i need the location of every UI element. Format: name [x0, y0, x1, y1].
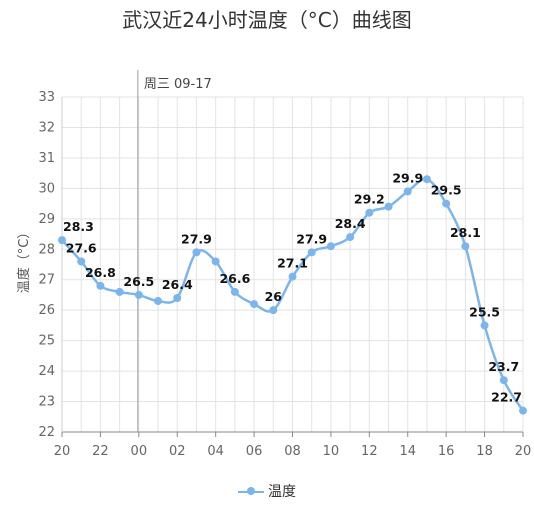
- data-point: [384, 202, 393, 211]
- x-tick-label: 06: [246, 444, 263, 459]
- data-point: [173, 294, 182, 302]
- x-tick-label: 12: [361, 444, 378, 459]
- axes: [61, 70, 524, 437]
- data-point: [269, 306, 278, 315]
- data-point: [307, 248, 316, 257]
- y-tick-label: 24: [38, 364, 55, 379]
- data-label: 26: [265, 289, 283, 304]
- data-label: 26.8: [85, 265, 116, 280]
- data-point: [192, 248, 201, 257]
- legend-label: 温度: [268, 484, 296, 500]
- y-tick-label: 32: [38, 120, 55, 135]
- data-point: [422, 175, 431, 184]
- x-tick-label: 20: [515, 444, 532, 459]
- data-point: [211, 257, 220, 266]
- data-label: 29.9: [392, 170, 423, 185]
- data-point: [230, 287, 239, 296]
- legend[interactable]: 温度: [0, 481, 534, 501]
- x-tick-label: 04: [207, 444, 224, 459]
- data-label: 28.3: [63, 219, 94, 234]
- x-tick-label: 00: [131, 444, 148, 459]
- data-label: 29.2: [354, 192, 385, 207]
- data-point: [250, 300, 259, 309]
- x-tick-label: 22: [92, 444, 109, 459]
- data-point: [288, 272, 297, 281]
- y-tick-label: 26: [38, 303, 55, 318]
- data-point: [499, 376, 508, 385]
- chart-title: 武汉近24小时温度（°C）曲线图: [122, 8, 412, 32]
- x-tick-label: 18: [476, 444, 493, 459]
- data-labels: 28.3 27.6 26.8 26.5 26.4 27.9 26.6 26 27.1 27.9 28…: [63, 170, 522, 404]
- data-label: 27.9: [181, 231, 212, 246]
- data-label: 29.5: [431, 183, 462, 198]
- data-point: [519, 406, 527, 415]
- data-label: 27.6: [66, 240, 97, 255]
- y-tick-label: 29: [38, 212, 55, 227]
- y-tick-label: 28: [38, 242, 55, 257]
- data-label: 26.4: [162, 277, 193, 292]
- x-tick-label: 14: [399, 444, 416, 459]
- tick-labels: 22 23 24 25 26 27 28 29 30 31 32 33 20 22 00 02 04 06 08 10…: [16, 77, 531, 459]
- data-point: [326, 242, 335, 251]
- data-points: [58, 175, 527, 415]
- y-tick-label: 22: [38, 425, 55, 440]
- x-tick-label: 10: [323, 444, 340, 459]
- data-point: [115, 287, 124, 296]
- data-point: [365, 208, 374, 217]
- y-tick-label: 30: [38, 181, 55, 196]
- data-label: 26.5: [123, 274, 154, 289]
- data-label: 22.7: [491, 390, 522, 405]
- y-tick-label: 31: [38, 151, 55, 166]
- legend-swatch: [238, 487, 264, 497]
- data-point: [442, 199, 451, 208]
- grid-lines: [61, 96, 524, 433]
- x-tick-label: 20: [54, 444, 71, 459]
- data-point: [403, 187, 412, 196]
- y-tick-label: 25: [38, 334, 55, 349]
- y-tick-label: 23: [38, 395, 55, 410]
- data-label: 28.1: [450, 225, 481, 240]
- data-point: [480, 321, 489, 330]
- data-label: 28.4: [335, 216, 366, 231]
- y-axis-title: 温度（°C）: [16, 226, 32, 294]
- data-point: [154, 297, 163, 306]
- data-point: [461, 242, 470, 251]
- y-tick-label: 33: [38, 90, 55, 105]
- data-point: [58, 236, 66, 245]
- data-point: [77, 257, 86, 266]
- data-label: 27.1: [277, 256, 308, 271]
- data-label: 26.6: [219, 271, 250, 286]
- x-tick-label: 08: [284, 444, 301, 459]
- data-point: [96, 281, 105, 290]
- x-tick-label: 16: [438, 444, 455, 459]
- data-label: 27.9: [296, 231, 327, 246]
- data-label: 23.7: [488, 359, 519, 374]
- x-tick-label: 02: [169, 444, 186, 459]
- y-tick-label: 27: [38, 273, 55, 288]
- data-label: 25.5: [469, 304, 500, 319]
- data-point: [134, 290, 143, 299]
- data-point: [346, 233, 355, 242]
- day-marker-label: 周三 09-17: [144, 77, 212, 92]
